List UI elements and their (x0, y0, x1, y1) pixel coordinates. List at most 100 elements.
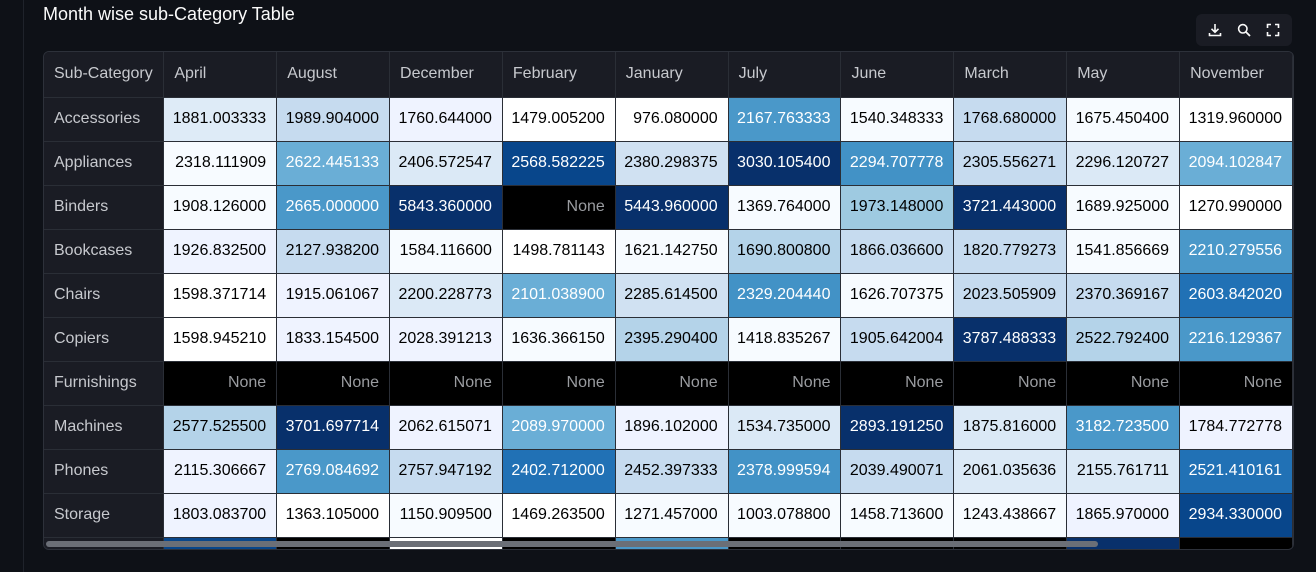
table-cell[interactable]: 2395.290400 (615, 317, 729, 362)
data-table-frame[interactable]: Sub-Category April August December February… (43, 51, 1294, 550)
table-cell[interactable]: None (276, 361, 391, 406)
row-label[interactable]: Accessories (44, 97, 165, 142)
table-cell[interactable]: 976.080000 (615, 97, 729, 142)
table-cell[interactable]: 1689.925000 (1066, 185, 1181, 230)
table-cell[interactable]: 2406.572547 (389, 141, 503, 186)
table-cell[interactable]: 1865.970000 (1066, 493, 1181, 538)
table-cell[interactable]: 2380.298375 (615, 141, 729, 186)
table-cell[interactable]: None (163, 361, 278, 406)
column-header-index[interactable]: Sub-Category (44, 52, 165, 98)
table-cell[interactable]: 1926.832500 (163, 229, 278, 274)
table-cell[interactable]: 1915.061067 (276, 273, 391, 318)
column-header-march[interactable]: March (953, 52, 1068, 98)
table-cell[interactable]: 1803.083700 (163, 493, 278, 538)
table-cell[interactable]: None (1179, 361, 1293, 406)
table-cell[interactable]: 2378.999594 (728, 449, 842, 494)
column-header-january[interactable]: January (615, 52, 729, 98)
table-cell[interactable]: 1319.960000 (1179, 97, 1293, 142)
table-cell[interactable]: 2769.084692 (276, 449, 391, 494)
column-header-november[interactable]: November (1179, 52, 1293, 98)
table-cell[interactable]: 1271.457000 (615, 493, 729, 538)
table-cell[interactable]: 2757.947192 (389, 449, 503, 494)
table-cell[interactable]: None (1066, 361, 1181, 406)
table-cell[interactable] (1179, 537, 1293, 549)
table-cell[interactable]: 2216.129367 (1179, 317, 1293, 362)
table-cell[interactable]: 1584.116600 (389, 229, 503, 274)
row-label[interactable]: Appliances (44, 141, 165, 186)
table-cell[interactable]: 3030.105400 (728, 141, 842, 186)
table-cell[interactable]: 2039.490071 (840, 449, 955, 494)
table-cell[interactable]: 1973.148000 (840, 185, 955, 230)
table-cell[interactable]: None (502, 185, 616, 230)
table-cell[interactable]: 2294.707778 (840, 141, 955, 186)
table-cell[interactable]: 1369.764000 (728, 185, 842, 230)
table-cell[interactable]: 1989.904000 (276, 97, 391, 142)
table-cell[interactable]: 2023.505909 (953, 273, 1068, 318)
table-cell[interactable]: 3701.697714 (276, 405, 391, 450)
table-cell[interactable]: 1534.735000 (728, 405, 842, 450)
table-cell[interactable]: 2370.369167 (1066, 273, 1181, 318)
column-header-february[interactable]: February (502, 52, 616, 98)
table-cell[interactable]: 1621.142750 (615, 229, 729, 274)
table-cell[interactable]: 2893.191250 (840, 405, 955, 450)
table-cell[interactable]: 2603.842020 (1179, 273, 1293, 318)
table-cell[interactable]: 1243.438667 (953, 493, 1068, 538)
table-cell[interactable]: 1690.800800 (728, 229, 842, 274)
table-cell[interactable]: 1541.856669 (1066, 229, 1181, 274)
table-cell[interactable]: 2521.410161 (1179, 449, 1293, 494)
table-cell[interactable]: 1820.779273 (953, 229, 1068, 274)
table-cell[interactable]: 1418.835267 (728, 317, 842, 362)
table-cell[interactable]: None (389, 361, 503, 406)
row-label[interactable]: Storage (44, 493, 165, 538)
table-cell[interactable]: 1881.003333 (163, 97, 278, 142)
table-cell[interactable]: 2200.228773 (389, 273, 503, 318)
row-label[interactable]: Machines (44, 405, 165, 450)
table-cell[interactable]: 2622.445133 (276, 141, 391, 186)
row-label[interactable]: Bookcases (44, 229, 165, 274)
table-cell[interactable]: 2167.763333 (728, 97, 842, 142)
table-cell[interactable]: None (502, 361, 616, 406)
table-cell[interactable]: 1636.366150 (502, 317, 616, 362)
table-cell[interactable]: 1540.348333 (840, 97, 955, 142)
table-cell[interactable]: 1150.909500 (389, 493, 503, 538)
table-cell[interactable]: 1896.102000 (615, 405, 729, 450)
table-cell[interactable]: 1760.644000 (389, 97, 503, 142)
table-cell[interactable]: 1598.371714 (163, 273, 278, 318)
table-cell[interactable]: 1875.816000 (953, 405, 1068, 450)
column-header-may[interactable]: May (1066, 52, 1181, 98)
table-cell[interactable]: 1498.781143 (502, 229, 616, 274)
row-label[interactable]: Copiers (44, 317, 165, 362)
table-cell[interactable]: 1768.680000 (953, 97, 1068, 142)
table-cell[interactable]: 2522.792400 (1066, 317, 1181, 362)
table-cell[interactable]: 1905.642004 (840, 317, 955, 362)
table-cell[interactable]: 1003.078800 (728, 493, 842, 538)
table-cell[interactable]: 2402.712000 (502, 449, 616, 494)
table-cell[interactable]: 2305.556271 (953, 141, 1068, 186)
table-cell[interactable]: 1833.154500 (276, 317, 391, 362)
table-cell[interactable]: 1458.713600 (840, 493, 955, 538)
table-cell[interactable]: 1784.772778 (1179, 405, 1293, 450)
table-cell[interactable]: 2062.615071 (389, 405, 503, 450)
table-cell[interactable]: 3182.723500 (1066, 405, 1181, 450)
row-label[interactable]: Phones (44, 449, 165, 494)
table-cell[interactable]: 5443.960000 (615, 185, 729, 230)
table-cell[interactable]: 1626.707375 (840, 273, 955, 318)
table-cell[interactable]: 1908.126000 (163, 185, 278, 230)
table-cell[interactable]: 2452.397333 (615, 449, 729, 494)
row-label[interactable]: Binders (44, 185, 165, 230)
column-header-june[interactable]: June (840, 52, 955, 98)
table-cell[interactable]: 2089.970000 (502, 405, 616, 450)
table-cell[interactable]: 1270.990000 (1179, 185, 1293, 230)
table-cell[interactable]: None (840, 361, 955, 406)
table-cell[interactable]: 2127.938200 (276, 229, 391, 274)
table-cell[interactable]: 1363.105000 (276, 493, 391, 538)
table-cell[interactable]: 1675.450400 (1066, 97, 1181, 142)
table-cell[interactable]: 2061.035636 (953, 449, 1068, 494)
table-cell[interactable]: None (615, 361, 729, 406)
column-header-december[interactable]: December (389, 52, 503, 98)
table-cell[interactable]: 2329.204440 (728, 273, 842, 318)
table-cell[interactable]: 2155.761711 (1066, 449, 1181, 494)
table-cell[interactable]: 2210.279556 (1179, 229, 1293, 274)
table-cell[interactable]: 2296.120727 (1066, 141, 1181, 186)
table-cell[interactable]: 2028.391213 (389, 317, 503, 362)
